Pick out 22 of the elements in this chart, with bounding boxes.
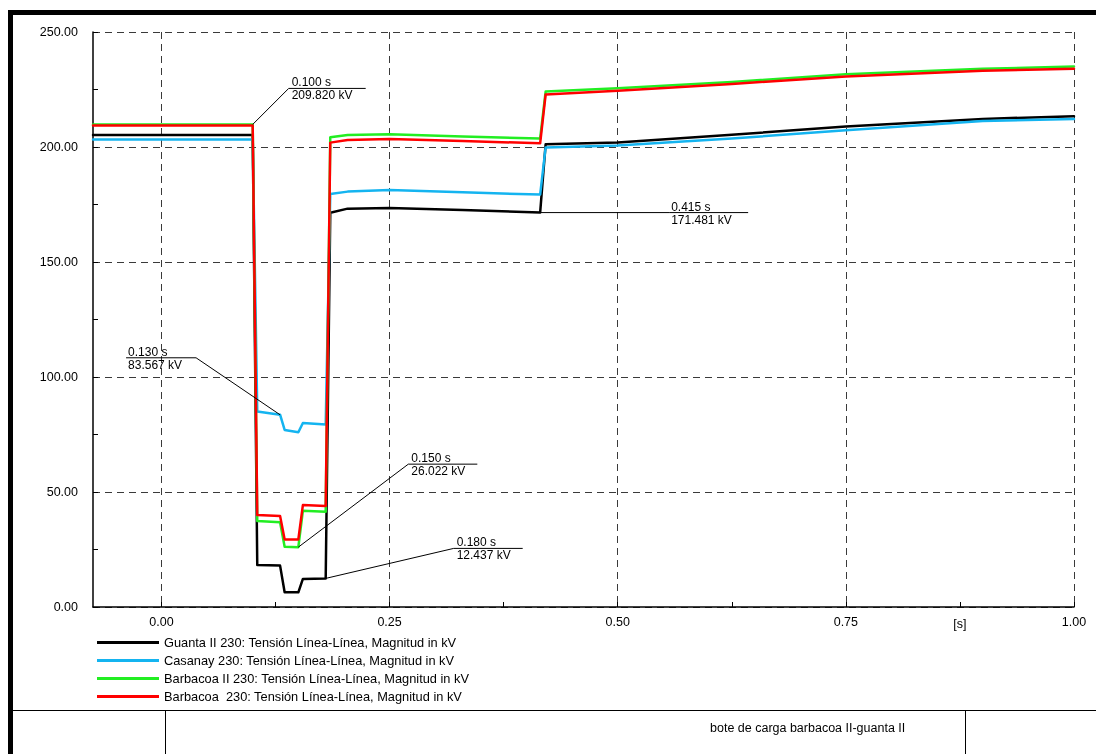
y-tick-label: 200.00 xyxy=(39,140,79,154)
annotation: 0.130 s 83.567 kV xyxy=(128,344,183,372)
annotation: 0.415 s 171.481 kV xyxy=(671,199,732,227)
y-tick-label: 250.00 xyxy=(39,25,79,39)
text: bote de carga barbacoa II-guanta II xyxy=(710,720,906,735)
y-tick-label: 100.00 xyxy=(39,370,79,384)
y-tick-label: 150.00 xyxy=(39,255,79,269)
x-tick-label: 0.25 xyxy=(377,614,402,629)
legend-label: Barbacoa 230: Tensión Línea-Línea, Magnitud in kV xyxy=(164,689,463,704)
x-tick-label: 0.75 xyxy=(833,614,859,629)
annotation: 0.180 s 12.437 kV xyxy=(456,535,511,563)
x-tick-label: 0.00 xyxy=(149,614,174,629)
annotation: 0.150 s 26.022 kV xyxy=(411,451,466,479)
x-axis-title: [s] xyxy=(953,617,967,631)
y-tick-label: 50.00 xyxy=(46,485,79,499)
x-tick-label: 1.00 xyxy=(1061,614,1087,629)
legend-label: Barbacoa II 230: Tensión Línea-Línea, Magnitud in kV xyxy=(164,671,470,686)
legend-label: Casanay 230: Tensión Línea-Línea, Magnitud in kV xyxy=(164,653,455,668)
annotation: 0.100 s 209.820 kV xyxy=(291,75,353,103)
x-tick-label: 0.50 xyxy=(605,614,630,629)
y-tick-label: 0.00 xyxy=(53,600,79,614)
legend-label: Guanta II 230: Tensión Línea-Línea, Magnitud in kV xyxy=(164,635,457,650)
